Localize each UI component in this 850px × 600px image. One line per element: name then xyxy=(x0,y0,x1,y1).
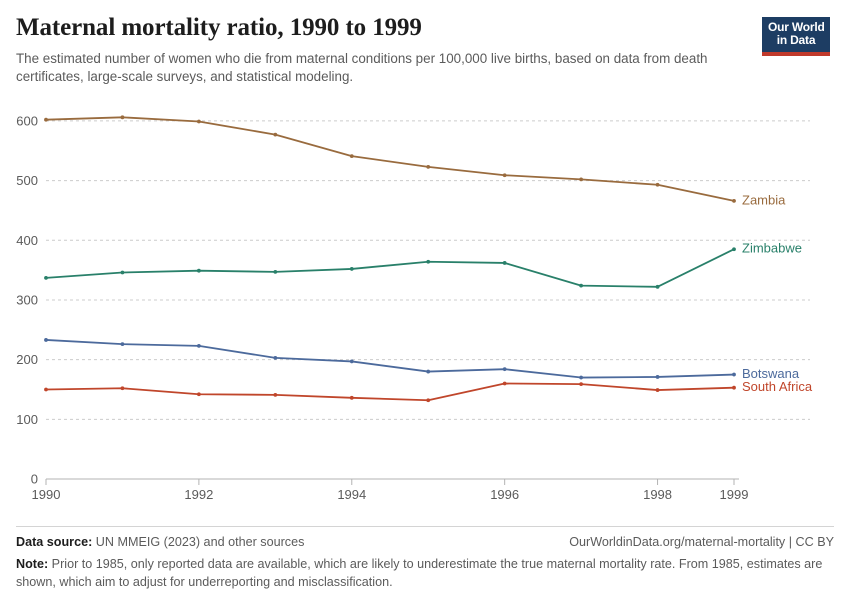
data-point[interactable] xyxy=(44,117,48,122)
data-point[interactable] xyxy=(579,375,584,380)
footer-note-label: Note: xyxy=(16,557,49,572)
x-axis-ticks: 1990 1992 1994 1996 1998 1999 xyxy=(32,478,749,502)
data-point[interactable] xyxy=(349,266,354,271)
footer-note-text: Prior to 1985, only reported data are av… xyxy=(16,557,823,590)
x-tick-label: 1994 xyxy=(337,487,366,502)
series-label-zimbabwe[interactable]: Zimbabwe xyxy=(742,240,802,255)
data-point[interactable] xyxy=(655,374,660,379)
owid-logo-line2: in Data xyxy=(776,33,816,48)
data-point[interactable] xyxy=(120,386,125,390)
data-point[interactable] xyxy=(426,369,431,374)
x-tick-label: 1998 xyxy=(643,487,672,502)
data-point[interactable] xyxy=(349,153,354,158)
data-point[interactable] xyxy=(273,355,278,360)
series-label-botswana[interactable]: Botswana xyxy=(742,366,800,381)
x-tick-label: 1996 xyxy=(490,487,519,502)
y-tick-label: 500 xyxy=(16,173,38,188)
data-point[interactable] xyxy=(732,198,736,203)
page-title: Maternal mortality ratio, 1990 to 1999 xyxy=(16,14,422,41)
y-tick-label: 100 xyxy=(16,412,38,427)
chart-header: Maternal mortality ratio, 1990 to 1999 T… xyxy=(16,0,834,87)
data-point[interactable] xyxy=(196,268,201,273)
data-point[interactable] xyxy=(502,173,507,177)
series-label-south-africa[interactable]: South Africa xyxy=(742,379,813,394)
data-point[interactable] xyxy=(426,398,431,402)
data-point[interactable] xyxy=(196,119,201,124)
data-point[interactable] xyxy=(502,367,507,371)
chart-subtitle: The estimated number of women who die fr… xyxy=(16,50,708,85)
data-point[interactable] xyxy=(426,164,431,169)
y-tick-label: 300 xyxy=(16,292,38,307)
data-point[interactable] xyxy=(349,359,354,364)
owid-logo-line1: Our World xyxy=(768,20,825,34)
series-line-zimbabwe[interactable] xyxy=(45,248,735,288)
series-label-zambia[interactable]: Zambia xyxy=(742,192,786,207)
data-point[interactable] xyxy=(349,395,354,400)
data-point[interactable] xyxy=(732,247,736,251)
data-point[interactable] xyxy=(426,259,431,264)
y-tick-label: 0 xyxy=(31,471,38,486)
data-point[interactable] xyxy=(273,392,278,397)
y-tick-label: 200 xyxy=(16,352,38,367)
data-source: Data source: UN MMEIG (2023) and other s… xyxy=(16,534,304,550)
data-source-text: UN MMEIG (2023) and other sources xyxy=(92,534,305,549)
x-tick-label: 1990 xyxy=(32,487,61,502)
data-point[interactable] xyxy=(579,381,584,386)
line-chart[interactable]: 0 100 200 300 400 500 600 1990 1992 1994 1996 1998… xyxy=(16,93,834,513)
data-point[interactable] xyxy=(732,372,736,377)
data-point[interactable] xyxy=(502,260,507,265)
owid-logo[interactable]: Our World in Data xyxy=(762,17,830,57)
chart-footer: Data source: UN MMEIG (2023) and other s… xyxy=(16,525,834,592)
data-point[interactable] xyxy=(273,269,278,274)
footer-divider xyxy=(16,525,834,527)
chart-area[interactable]: 0 100 200 300 400 500 600 1990 1992 1994 1996 1998… xyxy=(16,93,834,513)
series-line-botswana[interactable] xyxy=(45,338,735,379)
data-point[interactable] xyxy=(44,275,48,280)
data-point[interactable] xyxy=(196,343,201,348)
footer-url[interactable]: OurWorldinData.org/maternal-mortality | … xyxy=(569,534,834,549)
series-line-south-africa[interactable] xyxy=(45,382,735,401)
y-axis-ticks: 0 100 200 300 400 500 600 xyxy=(16,113,38,486)
data-point[interactable] xyxy=(120,115,125,119)
data-point[interactable] xyxy=(120,341,125,346)
x-tick-label: 1992 xyxy=(184,487,213,502)
x-tick-label: 1999 xyxy=(720,487,749,502)
data-point[interactable] xyxy=(732,385,736,390)
series-group[interactable] xyxy=(44,115,736,402)
footer-source-row: Data source: UN MMEIG (2023) and other s… xyxy=(16,534,834,550)
data-point[interactable] xyxy=(655,182,660,187)
data-point[interactable] xyxy=(44,387,48,392)
data-point[interactable] xyxy=(655,387,660,392)
data-point[interactable] xyxy=(273,132,278,137)
data-point[interactable] xyxy=(579,283,584,288)
data-point[interactable] xyxy=(44,337,48,342)
data-point[interactable] xyxy=(579,177,584,182)
data-point[interactable] xyxy=(655,284,660,289)
y-tick-label: 400 xyxy=(16,233,38,248)
footer-note: Note: Prior to 1985, only reported data … xyxy=(16,556,834,592)
data-point[interactable] xyxy=(502,381,507,386)
data-source-label: Data source: xyxy=(16,534,93,549)
y-tick-label: 600 xyxy=(16,113,38,128)
data-point[interactable] xyxy=(120,270,125,275)
data-point[interactable] xyxy=(196,392,201,396)
series-line-zambia[interactable] xyxy=(45,116,735,202)
